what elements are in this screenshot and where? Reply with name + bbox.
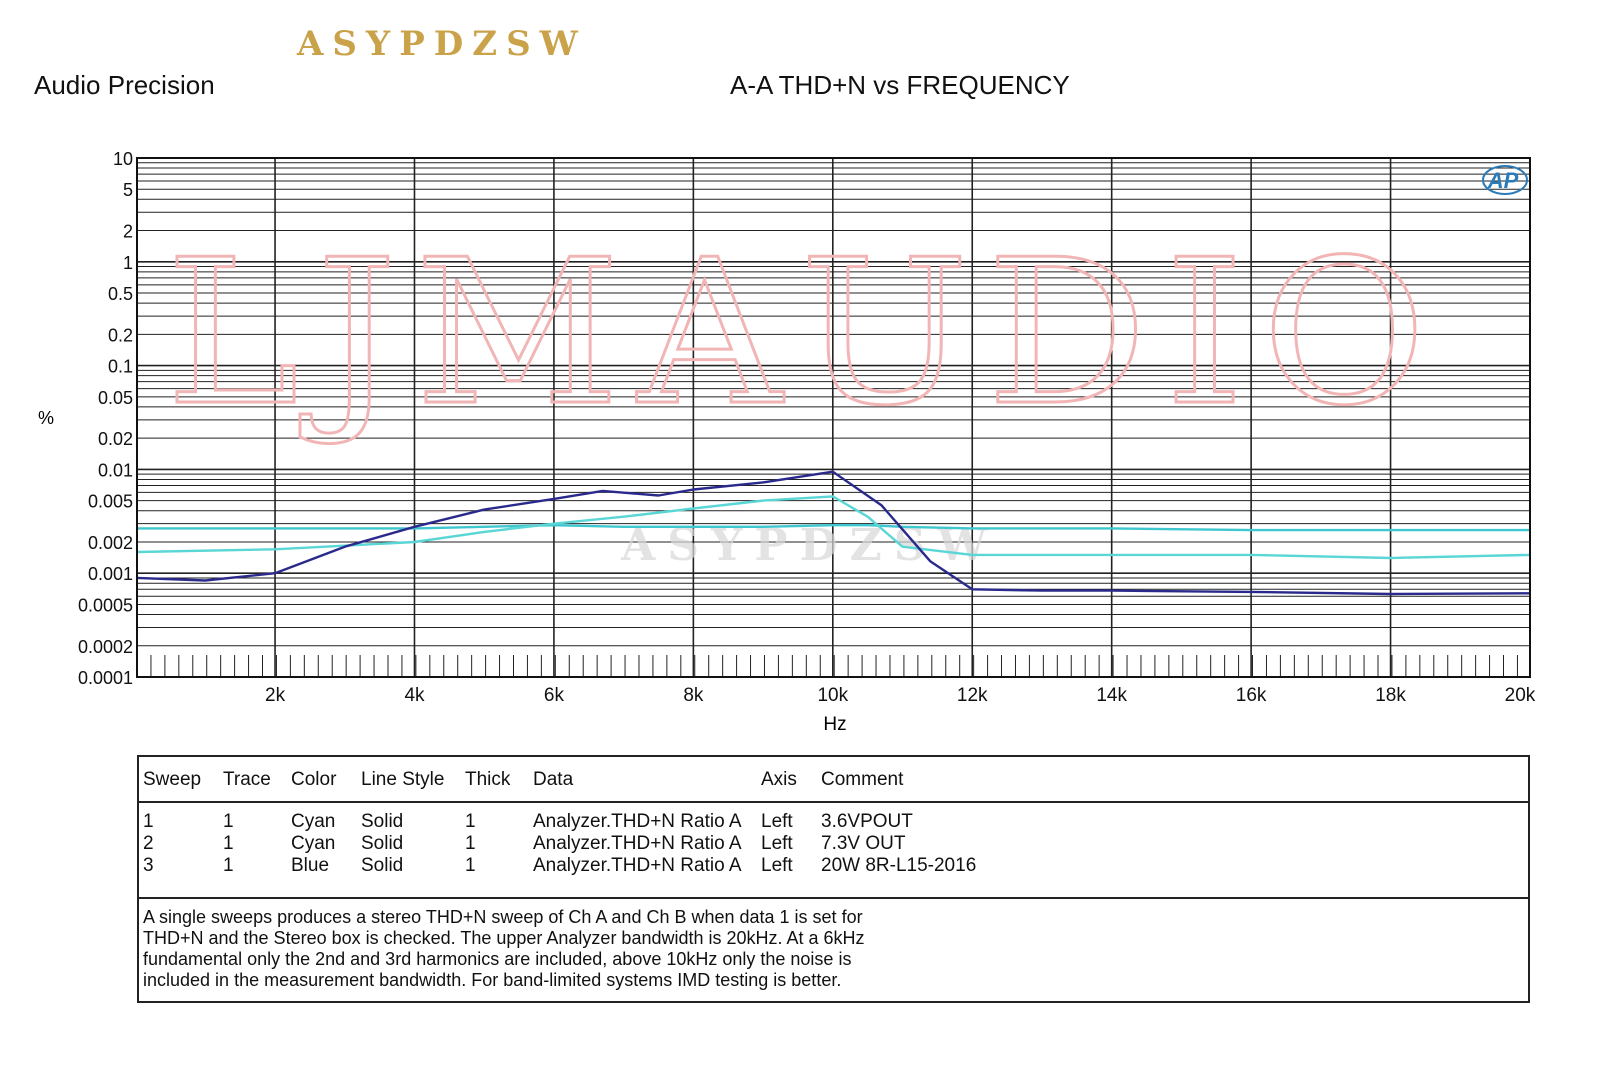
y-tick-labels: 10 5 2 1 0.5 0.2 0.1 0.05 0.02 0.01 0.005 0.002 0.00… bbox=[78, 149, 133, 688]
plot-frame bbox=[136, 157, 1531, 678]
row-color: Blue bbox=[291, 855, 330, 876]
x-axis-label: Hz bbox=[823, 714, 846, 735]
y-tick-label: 0.0001 bbox=[78, 668, 133, 688]
row-data: Analyzer.THD+N Ratio A bbox=[533, 833, 742, 854]
row-comment: 20W 8R-L15-2016 bbox=[821, 855, 977, 876]
legend-table: Sweep Trace Color Line Style Thick Data … bbox=[137, 755, 1530, 1003]
header-trace: Trace bbox=[223, 769, 271, 790]
note-line: included in the measurement bandwidth. F… bbox=[143, 970, 842, 990]
row-line-style: Solid bbox=[361, 811, 404, 832]
x-tick-label: 2k bbox=[265, 685, 286, 706]
note-line: fundamental only the 2nd and 3rd harmoni… bbox=[143, 949, 852, 969]
row-color: Cyan bbox=[291, 833, 336, 854]
svg-text:AP: AP bbox=[1487, 168, 1519, 193]
header-thick: Thick bbox=[465, 769, 511, 790]
row-comment: 3.6VPOUT bbox=[821, 811, 913, 832]
row-axis: Left bbox=[761, 855, 793, 876]
legend-rows: 1 1 Cyan Solid 1 Analyzer.THD+N Ratio A … bbox=[139, 803, 1528, 899]
row-sweep: 3 bbox=[143, 855, 154, 876]
header-sweep: Sweep bbox=[143, 769, 202, 790]
ap-logo: AP bbox=[1482, 165, 1528, 195]
y-tick-label: 0.01 bbox=[98, 460, 133, 480]
y-tick-label: 0.005 bbox=[88, 492, 133, 512]
x-tick-label: 10k bbox=[817, 685, 848, 706]
row-axis: Left bbox=[761, 833, 793, 854]
header-data: Data bbox=[533, 769, 574, 790]
row-data: Analyzer.THD+N Ratio A bbox=[533, 855, 742, 876]
row-sweep: 2 bbox=[143, 833, 154, 854]
y-tick-label: 0.002 bbox=[88, 533, 133, 553]
y-tick-label: 1 bbox=[123, 253, 133, 273]
row-sweep: 1 bbox=[143, 811, 154, 832]
y-tick-label: 0.05 bbox=[98, 388, 133, 408]
legend-header: Sweep Trace Color Line Style Thick Data … bbox=[139, 757, 1528, 803]
x-tick-label: 14k bbox=[1096, 685, 1127, 706]
y-tick-label: 5 bbox=[123, 180, 133, 200]
row-trace: 1 bbox=[223, 855, 234, 876]
legend-row: 2 1 Cyan Solid 1 Analyzer.THD+N Ratio A … bbox=[139, 833, 1528, 855]
y-tick-label: 0.2 bbox=[108, 325, 133, 345]
y-tick-label: 0.0002 bbox=[78, 637, 133, 657]
brand-watermark: ASYPDZSW bbox=[297, 24, 587, 64]
series-line bbox=[136, 495, 1531, 560]
row-line-style: Solid bbox=[361, 833, 404, 854]
row-color: Cyan bbox=[291, 811, 336, 832]
legend-row: 3 1 Blue Solid 1 Analyzer.THD+N Ratio A … bbox=[139, 855, 1528, 877]
vendor-label: Audio Precision bbox=[34, 70, 215, 100]
header-axis: Axis bbox=[761, 769, 797, 790]
series-line bbox=[136, 470, 1531, 596]
chart: LJMAUDIO ASYPDZSW 105210.50.20.10.050.02… bbox=[38, 149, 1536, 735]
y-tick-label: 0.1 bbox=[108, 357, 133, 377]
row-trace: 1 bbox=[223, 811, 234, 832]
x-tick-label: 8k bbox=[683, 685, 704, 706]
chart-title: A-A THD+N vs FREQUENCY bbox=[730, 70, 1070, 100]
y-tick-label: 0.001 bbox=[88, 564, 133, 584]
header-comment: Comment bbox=[821, 769, 904, 790]
x-tick-label: 12k bbox=[957, 685, 988, 706]
x-tick-label: 16k bbox=[1236, 685, 1267, 706]
y-tick-label: 0.02 bbox=[98, 429, 133, 449]
row-data: Analyzer.THD+N Ratio A bbox=[533, 811, 742, 832]
x-tick-label: 18k bbox=[1375, 685, 1406, 706]
row-line-style: Solid bbox=[361, 855, 404, 876]
x-tick-label: 20k bbox=[1505, 685, 1536, 706]
series-line bbox=[137, 524, 1530, 532]
y-tick-label: 2 bbox=[123, 222, 133, 242]
x-tick-label: 4k bbox=[404, 685, 425, 706]
watermark-ljmaudio: LJMAUDIO bbox=[166, 217, 1444, 450]
y-tick-label: 0.0005 bbox=[78, 595, 133, 615]
note-line: THD+N and the Stereo box is checked. The… bbox=[143, 928, 865, 948]
row-trace: 1 bbox=[223, 833, 234, 854]
row-axis: Left bbox=[761, 811, 793, 832]
row-thick: 1 bbox=[465, 833, 476, 854]
row-thick: 1 bbox=[465, 811, 476, 832]
x-tick-labels: 2k 4k 6k 8k 10k 12k 14k 16k 18k 20k bbox=[265, 685, 1536, 706]
legend-note: A single sweeps produces a stereo THD+N … bbox=[143, 907, 923, 991]
x-tick-label: 6k bbox=[544, 685, 565, 706]
y-axis-label: % bbox=[38, 408, 54, 428]
y-tick-label: 0.5 bbox=[108, 284, 133, 304]
legend-row: 1 1 Cyan Solid 1 Analyzer.THD+N Ratio A … bbox=[139, 811, 1528, 833]
y-tick-label: 10 bbox=[113, 149, 133, 169]
row-thick: 1 bbox=[465, 855, 476, 876]
grid bbox=[136, 158, 1531, 678]
header-color: Color bbox=[291, 769, 337, 790]
row-comment: 7.3V OUT bbox=[821, 833, 906, 854]
series bbox=[136, 470, 1531, 596]
note-line: A single sweeps produces a stereo THD+N … bbox=[143, 907, 863, 927]
header-line-style: Line Style bbox=[361, 769, 445, 790]
